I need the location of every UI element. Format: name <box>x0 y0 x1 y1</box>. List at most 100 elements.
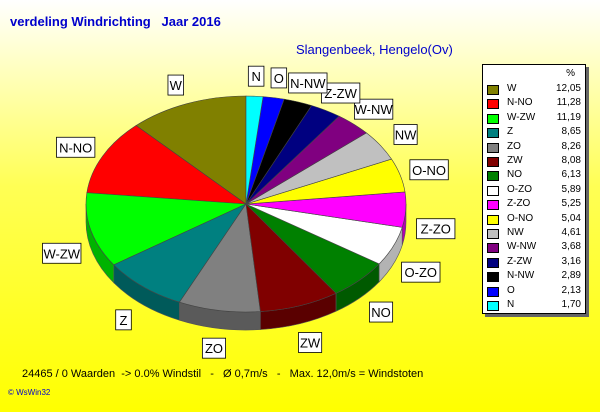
slice-label-w-nw: W-NW <box>354 98 394 120</box>
legend-item-n-nw: N-NW 2,89 <box>487 270 581 284</box>
svg-text:Z: Z <box>120 313 128 328</box>
pie-slice-w <box>135 95 247 205</box>
svg-text:N-NW: N-NW <box>290 76 326 91</box>
pie-slice-n <box>245 95 264 205</box>
legend-item-nw: NW 4,61 <box>487 227 581 241</box>
legend-value: 5,25 <box>561 198 581 210</box>
legend-swatch <box>487 128 499 139</box>
legend-swatch <box>487 185 499 196</box>
legend-swatch <box>487 257 499 268</box>
svg-text:N-NO: N-NO <box>59 140 92 155</box>
footer-stats: 24465 / 0 Waarden -> 0.0% Windstil - Ø 0… <box>22 368 424 380</box>
svg-text:Z-ZW: Z-ZW <box>324 86 357 101</box>
pie-slice-n-no <box>86 125 248 205</box>
legend-value: 11,19 <box>556 111 581 123</box>
svg-text:Z-ZO: Z-ZO <box>421 222 451 237</box>
legend-label: O-ZO <box>507 183 532 195</box>
legend-swatch <box>487 99 499 110</box>
legend-swatch <box>487 85 499 95</box>
pie-slice-z <box>113 203 247 303</box>
svg-text:O-NO: O-NO <box>412 163 446 178</box>
slice-label-w: W <box>167 74 184 96</box>
slice-label-o-zo: O-ZO <box>401 261 441 283</box>
legend-item-zw: ZW 8,08 <box>487 155 581 169</box>
legend-value: 5,89 <box>561 183 581 195</box>
legend-value: 3,68 <box>561 241 581 253</box>
slice-label-nw: NW <box>393 124 418 145</box>
svg-text:O-ZO: O-ZO <box>405 265 438 280</box>
chart-subtitle: Slangenbeek, Hengelo(Ov) <box>296 42 453 57</box>
legend-item-z: Z 8,65 <box>487 126 581 140</box>
legend-swatch <box>487 157 499 167</box>
slice-label-o: O <box>270 67 288 89</box>
legend-value: 5,04 <box>561 212 581 224</box>
legend-swatch <box>487 229 499 239</box>
legend-item-z-zo: Z-ZO 5,25 <box>487 198 581 212</box>
legend-label: ZW <box>507 155 523 166</box>
legend-item-o-no: O-NO 5,04 <box>487 213 581 227</box>
legend-value: 8,08 <box>561 155 581 166</box>
slice-label-n: N <box>247 65 265 87</box>
legend: % W 12,05 N-NO 11,28 W-ZW 11,19 Z 8,65 ZO 8,26 ZW 8… <box>482 64 586 314</box>
legend-item-o-zo: O-ZO 5,89 <box>487 184 581 198</box>
legend-item-n-no: N-NO 11,28 <box>487 97 581 111</box>
svg-text:NO: NO <box>371 305 391 320</box>
svg-text:W-NW: W-NW <box>355 102 394 117</box>
legend-item-w-zw: W-ZW 11,19 <box>487 112 581 126</box>
svg-text:O: O <box>274 71 284 86</box>
legend-item-no: NO 6,13 <box>487 169 581 183</box>
legend-item-w: W 12,05 <box>487 83 581 97</box>
software-credit: © WsWin32 <box>8 388 51 397</box>
legend-label: N <box>507 299 515 310</box>
slice-label-zw: ZW <box>298 332 323 353</box>
legend-label: Z-ZO <box>507 198 531 210</box>
legend-value: 6,13 <box>561 169 581 181</box>
svg-text:ZO: ZO <box>205 341 223 356</box>
legend-swatch <box>487 272 499 283</box>
slice-label-z-zo: Z-ZO <box>416 218 456 240</box>
legend-label: W-NW <box>507 241 537 253</box>
legend-label: NO <box>507 169 522 181</box>
legend-swatch <box>487 286 499 297</box>
legend-label: W <box>507 83 517 94</box>
slice-label-z-zw: Z-ZW <box>321 82 361 104</box>
legend-swatch <box>487 243 499 254</box>
slice-label-n-nw: N-NW <box>288 72 328 94</box>
legend-swatch <box>487 301 499 311</box>
slice-label-zo: ZO <box>201 337 226 359</box>
legend-label: O <box>507 284 515 296</box>
legend-swatch <box>487 113 499 124</box>
legend-label: N-NO <box>507 97 533 109</box>
legend-item-z-zw: Z-ZW 3,16 <box>487 256 581 270</box>
legend-value: 2,13 <box>561 284 581 296</box>
slice-label-no: NO <box>369 301 394 323</box>
legend-label: ZO <box>507 140 521 152</box>
legend-item-w-nw: W-NW 3,68 <box>487 241 581 255</box>
legend-value: 1,70 <box>561 299 581 310</box>
pie-slice-w-zw <box>85 192 247 266</box>
slice-label-z: Z <box>115 309 132 331</box>
legend-value: 8,65 <box>561 126 581 138</box>
legend-value: 12,05 <box>555 83 581 94</box>
svg-text:NW: NW <box>395 128 417 143</box>
svg-text:ZW: ZW <box>300 335 321 350</box>
legend-value: 2,89 <box>561 270 581 282</box>
legend-value: 11,28 <box>556 97 581 109</box>
legend-label: N-NW <box>507 270 535 282</box>
chart-title: verdeling Windrichting Jaar 2016 <box>10 14 221 29</box>
slice-label-o-no: O-NO <box>409 159 449 181</box>
legend-swatch <box>487 171 499 182</box>
legend-swatch <box>487 142 499 153</box>
legend-label: W-ZW <box>507 111 536 123</box>
legend-swatch <box>487 200 499 211</box>
slice-label-n-no: N-NO <box>56 136 96 158</box>
svg-text:N: N <box>251 69 260 84</box>
legend-label: O-NO <box>507 212 534 224</box>
svg-text:W: W <box>170 78 183 93</box>
legend-label: NW <box>507 227 524 238</box>
slice-label-w-zw: W-ZW <box>42 242 82 264</box>
legend-value: 3,16 <box>561 255 581 267</box>
svg-text:W-ZW: W-ZW <box>43 246 80 261</box>
